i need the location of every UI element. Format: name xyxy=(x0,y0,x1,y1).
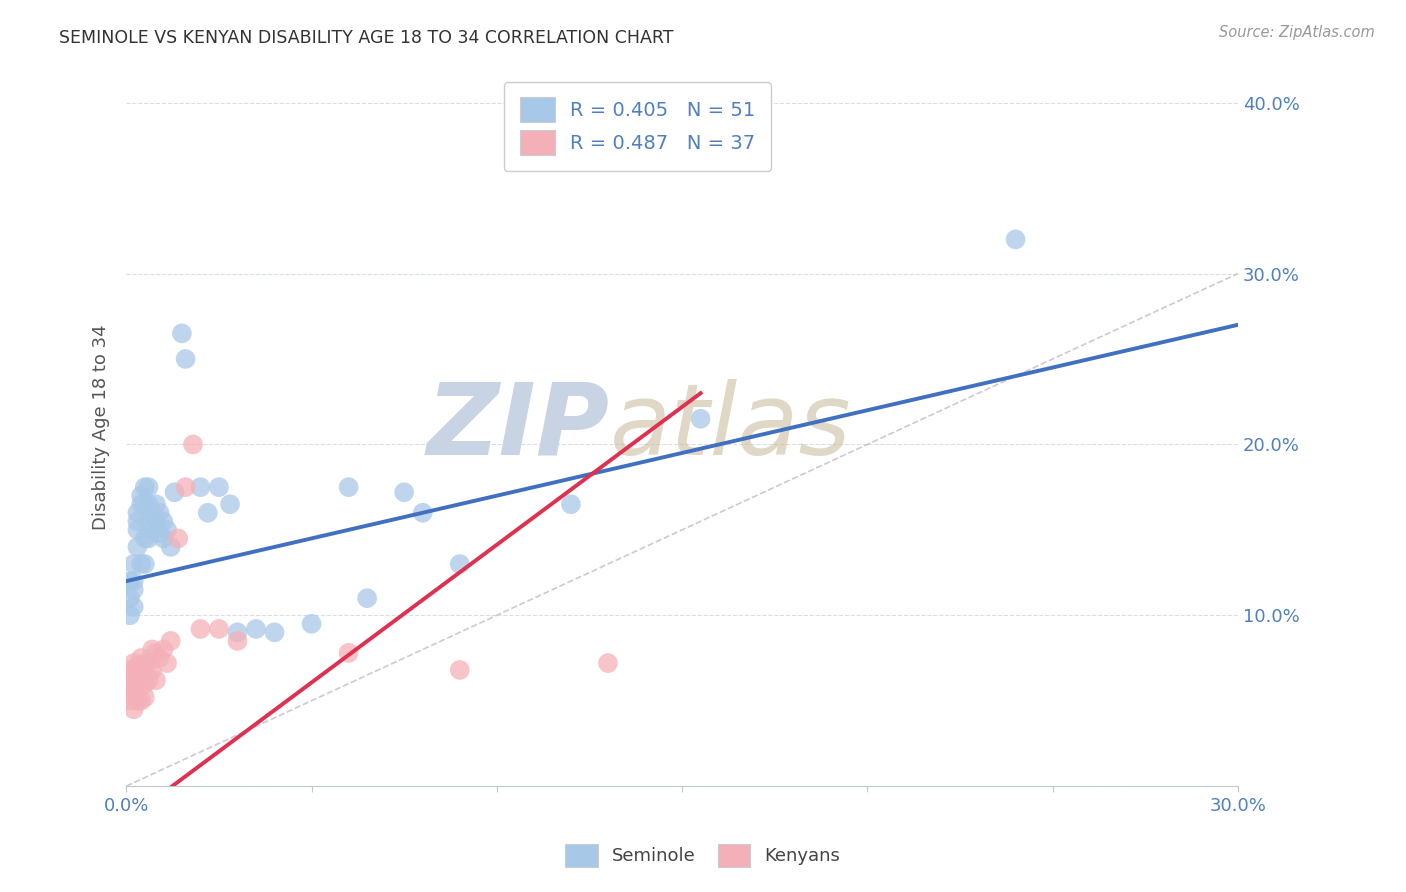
Point xyxy=(141,642,163,657)
Legend: Seminole, Kenyans: Seminole, Kenyans xyxy=(557,835,849,876)
Point xyxy=(122,574,145,588)
Point xyxy=(152,532,174,546)
Point xyxy=(197,506,219,520)
Point xyxy=(149,526,172,541)
Point xyxy=(219,497,242,511)
Point xyxy=(129,557,152,571)
Point xyxy=(129,497,152,511)
Point xyxy=(412,506,434,520)
Point xyxy=(122,599,145,614)
Point xyxy=(1004,232,1026,246)
Point xyxy=(141,506,163,520)
Point xyxy=(190,480,212,494)
Point xyxy=(118,591,141,606)
Point xyxy=(127,523,149,537)
Point xyxy=(152,514,174,528)
Point xyxy=(118,694,141,708)
Point xyxy=(145,514,167,528)
Point xyxy=(118,574,141,588)
Point xyxy=(118,663,141,677)
Point xyxy=(208,622,231,636)
Point xyxy=(174,480,197,494)
Point xyxy=(208,480,231,494)
Point xyxy=(689,411,711,425)
Point xyxy=(226,625,249,640)
Point xyxy=(138,497,160,511)
Point xyxy=(167,532,190,546)
Point xyxy=(149,506,172,520)
Point xyxy=(138,656,160,670)
Point xyxy=(149,651,172,665)
Point xyxy=(449,663,471,677)
Point xyxy=(138,673,160,688)
Y-axis label: Disability Age 18 to 34: Disability Age 18 to 34 xyxy=(93,325,110,530)
Text: atlas: atlas xyxy=(610,379,852,475)
Point xyxy=(138,480,160,494)
Point xyxy=(129,663,152,677)
Point xyxy=(560,497,582,511)
Point xyxy=(145,497,167,511)
Point xyxy=(134,497,156,511)
Point xyxy=(159,634,181,648)
Point xyxy=(122,702,145,716)
Point xyxy=(122,656,145,670)
Point xyxy=(118,680,141,694)
Point xyxy=(141,523,163,537)
Point xyxy=(134,532,156,546)
Point xyxy=(145,646,167,660)
Text: ZIP: ZIP xyxy=(427,379,610,475)
Point xyxy=(301,616,323,631)
Point xyxy=(245,622,267,636)
Point xyxy=(190,622,212,636)
Point xyxy=(122,680,145,694)
Point xyxy=(138,514,160,528)
Point xyxy=(129,651,152,665)
Point xyxy=(134,676,156,690)
Point xyxy=(127,506,149,520)
Point xyxy=(596,656,619,670)
Point xyxy=(129,694,152,708)
Point xyxy=(226,634,249,648)
Point xyxy=(127,540,149,554)
Text: Source: ZipAtlas.com: Source: ZipAtlas.com xyxy=(1219,25,1375,40)
Point xyxy=(337,646,360,660)
Point xyxy=(156,656,179,670)
Point xyxy=(163,485,186,500)
Point xyxy=(122,582,145,597)
Point xyxy=(127,514,149,528)
Point xyxy=(122,690,145,705)
Point xyxy=(449,557,471,571)
Legend: R = 0.405   N = 51, R = 0.487   N = 37: R = 0.405 N = 51, R = 0.487 N = 37 xyxy=(505,82,770,170)
Point xyxy=(159,540,181,554)
Point xyxy=(138,532,160,546)
Point xyxy=(145,673,167,688)
Point xyxy=(129,489,152,503)
Point xyxy=(174,351,197,366)
Point xyxy=(127,676,149,690)
Point xyxy=(170,326,193,341)
Point xyxy=(263,625,285,640)
Point xyxy=(134,480,156,494)
Point xyxy=(356,591,378,606)
Point xyxy=(118,608,141,623)
Point xyxy=(122,668,145,682)
Point xyxy=(118,673,141,688)
Point xyxy=(134,690,156,705)
Point xyxy=(181,437,204,451)
Point xyxy=(127,659,149,673)
Point xyxy=(141,663,163,677)
Point xyxy=(156,523,179,537)
Point xyxy=(337,480,360,494)
Point xyxy=(134,557,156,571)
Point xyxy=(127,694,149,708)
Point xyxy=(134,656,156,670)
Point xyxy=(152,642,174,657)
Point xyxy=(122,557,145,571)
Text: SEMINOLE VS KENYAN DISABILITY AGE 18 TO 34 CORRELATION CHART: SEMINOLE VS KENYAN DISABILITY AGE 18 TO … xyxy=(59,29,673,46)
Point xyxy=(392,485,415,500)
